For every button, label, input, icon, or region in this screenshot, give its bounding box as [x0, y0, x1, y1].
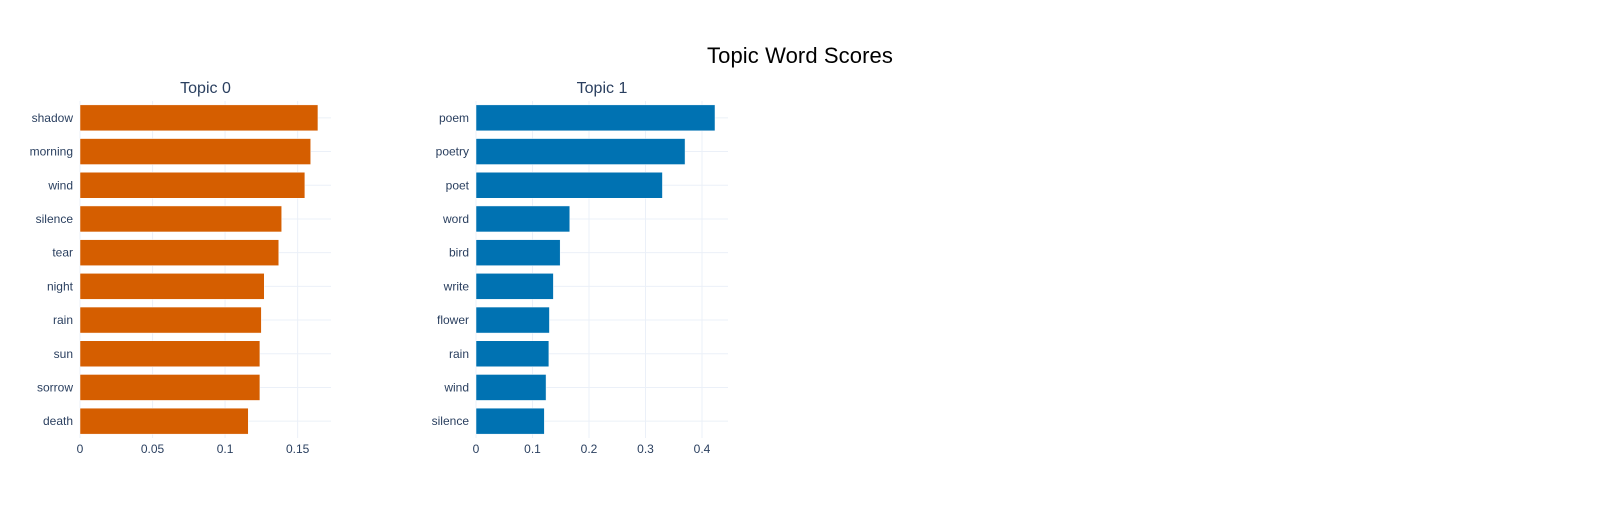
topic1-bar-poetry: [475, 138, 686, 165]
topic0-xtick-label: 0.15: [286, 442, 310, 456]
topic0-xtick-label: 0.1: [217, 442, 234, 456]
topic0-subplot-title: Topic 0: [180, 80, 231, 97]
topic1-category-label: poetry: [436, 145, 469, 159]
topic1-xtick-label: 0: [473, 442, 480, 456]
topic1-category-label: silence: [432, 414, 470, 428]
topic0-category-label: wind: [47, 178, 73, 192]
topic1-bar-poet: [475, 172, 663, 199]
topic1-category-label: bird: [449, 246, 469, 260]
topic0-bar-silence: [79, 205, 282, 233]
topic1-subplot-title: Topic 1: [577, 80, 628, 97]
topic0-category-label: sun: [54, 347, 73, 361]
topic1-bar-flower: [475, 306, 550, 334]
topic0-category-label: rain: [53, 313, 73, 327]
topic1-bar-bird: [475, 239, 561, 266]
topic0-bar-shadow: [79, 104, 319, 132]
topic0-category-label: morning: [30, 145, 73, 159]
topic1-category-label: flower: [437, 313, 469, 327]
topic1-bar-wind: [475, 374, 547, 401]
topic0-category-label: shadow: [32, 111, 74, 125]
topic0-category-label: silence: [36, 212, 74, 226]
topic0-bar-tear: [79, 239, 280, 266]
topic1-category-label: write: [443, 279, 470, 293]
topic0-xtick-label: 0.05: [141, 442, 165, 456]
chart-title: Topic Word Scores: [707, 43, 893, 68]
topic0-category-label: death: [43, 414, 73, 428]
topic1-xtick-label: 0.4: [694, 442, 711, 456]
topic0-category-label: tear: [52, 246, 73, 260]
topic0-bar-rain: [79, 306, 262, 334]
topic1-bar-poem: [475, 104, 716, 132]
topic0-bar-morning: [79, 138, 311, 165]
topic1-bar-rain: [475, 340, 550, 367]
topic0-bar-wind: [79, 172, 306, 199]
topic1-category-label: word: [442, 212, 469, 226]
topic1-category-label: wind: [443, 380, 469, 394]
topic1-category-label: poem: [439, 111, 469, 125]
topic1-category-label: rain: [449, 347, 469, 361]
topic0-category-label: sorrow: [37, 380, 73, 394]
topic1-category-label: poet: [446, 178, 470, 192]
topic1-bar-silence: [475, 407, 545, 435]
topic1-xtick-label: 0.1: [524, 442, 541, 456]
topic0-bar-death: [79, 407, 249, 435]
topic0-category-label: night: [47, 279, 74, 293]
topic0-bar-sorrow: [79, 374, 261, 401]
topic0-bar-sun: [79, 340, 261, 367]
topic1-xtick-label: 0.2: [581, 442, 598, 456]
topic1-xtick-label: 0.3: [637, 442, 654, 456]
topic0-bar-night: [79, 273, 265, 300]
topic0-xtick-label: 0: [77, 442, 84, 456]
topic1-bar-write: [475, 273, 554, 300]
topic1-bar-word: [475, 205, 571, 233]
